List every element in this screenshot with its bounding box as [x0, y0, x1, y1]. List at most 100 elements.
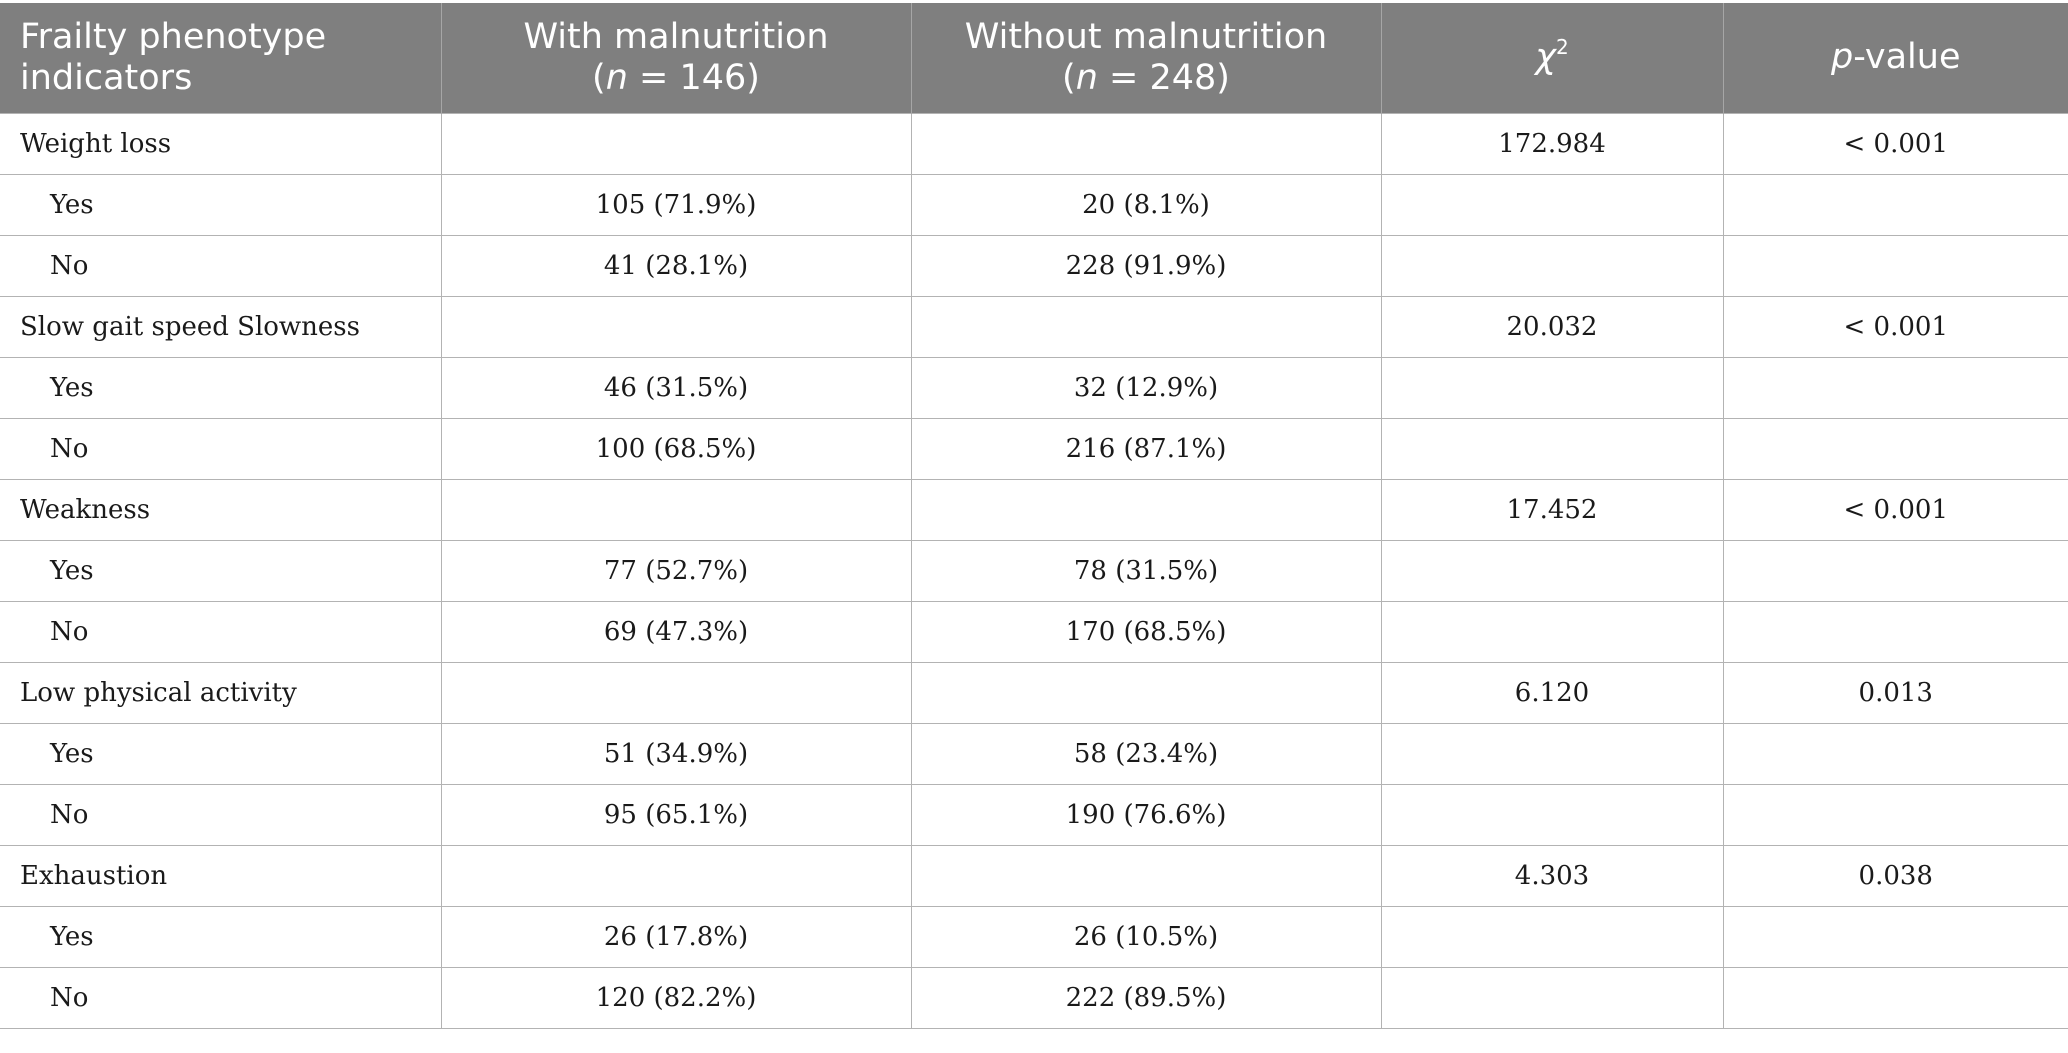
header-chi-square: χ2 [1380, 3, 1723, 113]
cell-with [440, 844, 912, 907]
row-label: Yes [0, 539, 442, 602]
cell-chi2 [1380, 539, 1724, 602]
cell-chi2 [1380, 173, 1724, 236]
cell-chi2 [1380, 783, 1724, 846]
header-p-var: p [1830, 37, 1854, 78]
cell-p: < 0.001 [1722, 478, 2068, 541]
header-with-n-rest: = 146) [627, 57, 760, 98]
table-row: Yes 77 (52.7%) 78 (31.5%) [0, 539, 2068, 602]
cell-chi2 [1380, 234, 1724, 297]
cell-p [1722, 417, 2068, 480]
cell-chi2: 172.984 [1380, 112, 1724, 175]
header-with-n-open: ( [592, 57, 606, 98]
cell-with: 120 (82.2%) [440, 966, 912, 1029]
cell-without: 222 (89.5%) [910, 966, 1382, 1029]
cell-p [1722, 173, 2068, 236]
table-body: Weight loss 172.984 < 0.001 Yes 105 (71.… [0, 112, 2068, 1029]
cell-with: 105 (71.9%) [440, 173, 912, 236]
cell-without: 190 (76.6%) [910, 783, 1382, 846]
cell-p [1722, 783, 2068, 846]
header-without-label: Without malnutrition [964, 16, 1328, 57]
cell-with: 26 (17.8%) [440, 905, 912, 968]
row-label: Weakness [0, 478, 442, 541]
table-row: Yes 46 (31.5%) 32 (12.9%) [0, 356, 2068, 419]
header-with-n-var: n [605, 57, 628, 98]
table-row: No 120 (82.2%) 222 (89.5%) [0, 966, 2068, 1029]
header-row: Frailty phenotype indicators With malnut… [0, 3, 2068, 113]
cell-with [440, 112, 912, 175]
header-without-n-var: n [1075, 57, 1098, 98]
row-label: Exhaustion [0, 844, 442, 907]
table-row: Exhaustion 4.303 0.038 [0, 844, 2068, 907]
table-row: Low physical activity 6.120 0.013 [0, 661, 2068, 724]
header-indicators-line-2: indicators [20, 57, 193, 98]
cell-p [1722, 905, 2068, 968]
row-label: Yes [0, 905, 442, 968]
cell-p [1722, 966, 2068, 1029]
cell-p: < 0.001 [1722, 295, 2068, 358]
table-row: Yes 105 (71.9%) 20 (8.1%) [0, 173, 2068, 236]
row-label: Low physical activity [0, 661, 442, 724]
cell-chi2: 20.032 [1380, 295, 1724, 358]
cell-with: 41 (28.1%) [440, 234, 912, 297]
row-label: No [0, 966, 442, 1029]
cell-without [910, 661, 1382, 724]
cell-with: 46 (31.5%) [440, 356, 912, 419]
cell-without: 228 (91.9%) [910, 234, 1382, 297]
cell-with [440, 478, 912, 541]
cell-without: 32 (12.9%) [910, 356, 1382, 419]
cell-without [910, 112, 1382, 175]
header-indicators: Frailty phenotype indicators [0, 3, 441, 113]
cell-without: 20 (8.1%) [910, 173, 1382, 236]
row-label: Yes [0, 173, 442, 236]
header-with-malnutrition: With malnutrition (n = 146) [440, 3, 911, 113]
row-label: Slow gait speed Slowness [0, 295, 442, 358]
cell-without: 26 (10.5%) [910, 905, 1382, 968]
header-without-n-rest: = 248) [1097, 57, 1230, 98]
cell-without: 170 (68.5%) [910, 600, 1382, 663]
table-row: Yes 51 (34.9%) 58 (23.4%) [0, 722, 2068, 785]
table-row: No 69 (47.3%) 170 (68.5%) [0, 600, 2068, 663]
header-with-label: With malnutrition [523, 16, 829, 57]
table-row: No 41 (28.1%) 228 (91.9%) [0, 234, 2068, 297]
cell-chi2 [1380, 722, 1724, 785]
cell-with [440, 661, 912, 724]
cell-p [1722, 234, 2068, 297]
header-without-malnutrition: Without malnutrition (n = 248) [910, 3, 1381, 113]
cell-with: 51 (34.9%) [440, 722, 912, 785]
cell-chi2: 17.452 [1380, 478, 1724, 541]
cell-with: 77 (52.7%) [440, 539, 912, 602]
cell-p [1722, 722, 2068, 785]
cell-p: 0.038 [1722, 844, 2068, 907]
header-without-n: (n = 248) [932, 58, 1361, 99]
cell-chi2: 4.303 [1380, 844, 1724, 907]
header-chi-symbol: χ [1535, 37, 1556, 78]
cell-with: 69 (47.3%) [440, 600, 912, 663]
row-label: Yes [0, 722, 442, 785]
table-row: Yes 26 (17.8%) 26 (10.5%) [0, 905, 2068, 968]
row-label: Yes [0, 356, 442, 419]
cell-without: 78 (31.5%) [910, 539, 1382, 602]
cell-p: 0.013 [1722, 661, 2068, 724]
cell-chi2 [1380, 417, 1724, 480]
cell-p [1722, 600, 2068, 663]
header-p-rest: -value [1853, 37, 1961, 78]
table-row: Slow gait speed Slowness 20.032 < 0.001 [0, 295, 2068, 358]
table-row: No 100 (68.5%) 216 (87.1%) [0, 417, 2068, 480]
header-chi-exponent: 2 [1555, 34, 1569, 59]
table-row: No 95 (65.1%) 190 (76.6%) [0, 783, 2068, 846]
row-label: No [0, 783, 442, 846]
cell-without [910, 844, 1382, 907]
cell-chi2 [1380, 966, 1724, 1029]
header-indicators-line-1: Frailty phenotype [20, 16, 327, 57]
cell-with: 95 (65.1%) [440, 783, 912, 846]
cell-chi2 [1380, 356, 1724, 419]
cell-p [1722, 539, 2068, 602]
cell-chi2: 6.120 [1380, 661, 1724, 724]
table-row: Weakness 17.452 < 0.001 [0, 478, 2068, 541]
header-without-n-open: ( [1062, 57, 1076, 98]
cell-without: 58 (23.4%) [910, 722, 1382, 785]
cell-with [440, 295, 912, 358]
row-label: Weight loss [0, 112, 442, 175]
cell-without: 216 (87.1%) [910, 417, 1382, 480]
